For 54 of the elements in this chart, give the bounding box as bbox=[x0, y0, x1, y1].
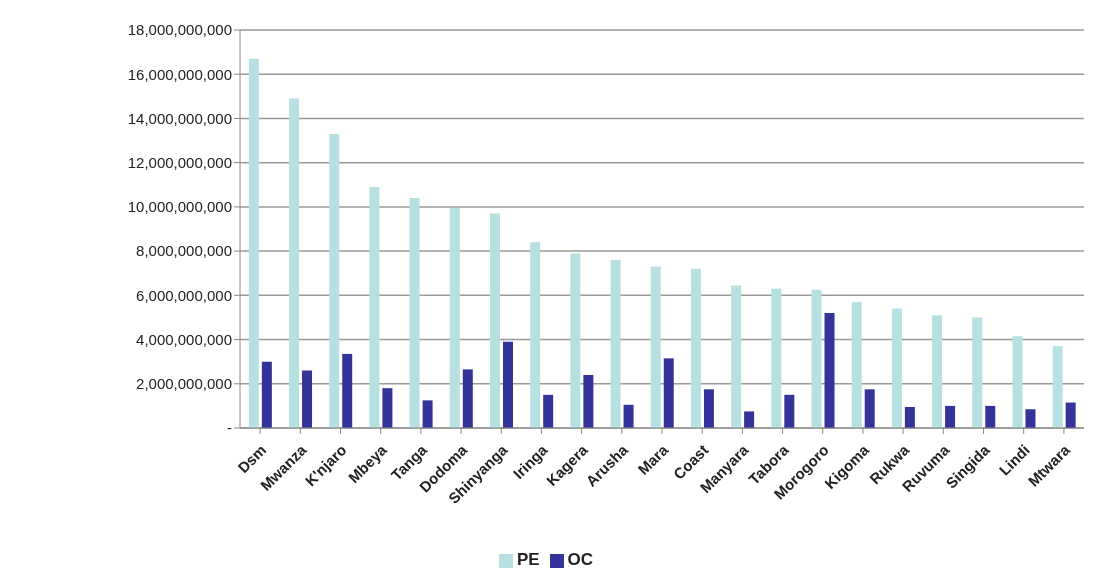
bar bbox=[904, 406, 915, 428]
bar bbox=[1012, 336, 1023, 428]
bar bbox=[369, 186, 380, 428]
bar bbox=[248, 58, 259, 428]
bar bbox=[771, 288, 782, 428]
bar bbox=[449, 207, 460, 428]
bar bbox=[703, 389, 714, 428]
bar bbox=[1065, 402, 1076, 428]
bar bbox=[302, 370, 313, 428]
bar bbox=[623, 404, 634, 428]
y-tick-label: 12,000,000,000 bbox=[127, 153, 232, 171]
bar bbox=[891, 308, 902, 428]
bar bbox=[329, 133, 340, 428]
bar bbox=[462, 369, 473, 428]
y-tick-label: - bbox=[227, 419, 232, 437]
bar bbox=[851, 301, 862, 428]
y-tick-label: 8,000,000,000 bbox=[136, 242, 232, 260]
bar bbox=[1052, 346, 1063, 428]
bar bbox=[1025, 409, 1036, 428]
bar bbox=[422, 400, 433, 428]
bar bbox=[985, 405, 996, 428]
y-tick-label: 2,000,000,000 bbox=[136, 375, 232, 393]
bar bbox=[972, 317, 983, 428]
bar bbox=[690, 268, 701, 428]
bar bbox=[382, 388, 393, 428]
y-tick-label: 6,000,000,000 bbox=[136, 286, 232, 304]
bar bbox=[744, 411, 755, 428]
bar bbox=[342, 353, 353, 428]
bar bbox=[289, 98, 300, 428]
bar bbox=[784, 394, 795, 428]
bar bbox=[811, 289, 822, 428]
bar bbox=[650, 266, 661, 428]
bar bbox=[409, 198, 420, 428]
y-tick-label: 16,000,000,000 bbox=[127, 65, 232, 83]
bar bbox=[663, 358, 674, 428]
bar bbox=[502, 341, 513, 428]
bar bbox=[489, 213, 500, 428]
legend-label: PE bbox=[516, 550, 540, 569]
bar bbox=[864, 389, 875, 428]
bar bbox=[731, 285, 742, 428]
bar bbox=[583, 374, 594, 428]
y-tick-label: 18,000,000,000 bbox=[127, 21, 232, 39]
bar bbox=[932, 315, 943, 428]
bar bbox=[570, 253, 581, 428]
bar bbox=[824, 313, 835, 428]
y-tick-label: 14,000,000,000 bbox=[127, 109, 232, 127]
bar bbox=[945, 405, 956, 428]
bar bbox=[261, 361, 272, 428]
y-tick-label: 4,000,000,000 bbox=[136, 330, 232, 348]
bar bbox=[610, 259, 621, 428]
bar bbox=[530, 242, 541, 428]
bar bbox=[543, 394, 554, 428]
y-tick-label: 10,000,000,000 bbox=[127, 198, 232, 216]
legend-label: OC bbox=[567, 550, 594, 569]
